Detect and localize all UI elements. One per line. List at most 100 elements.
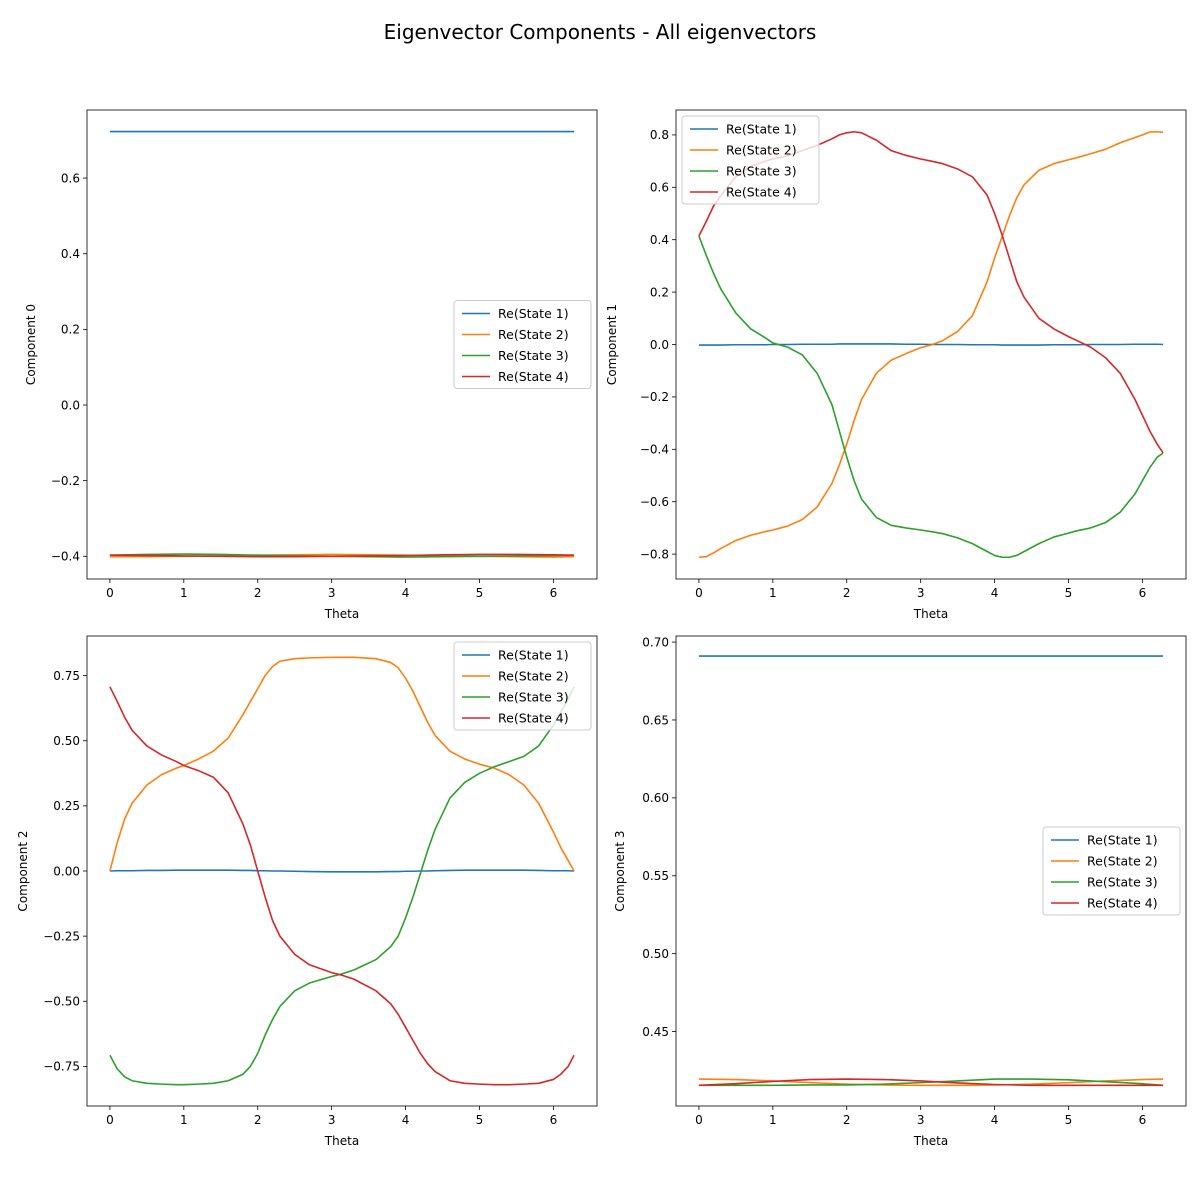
x-axis-label: Theta [324,1134,359,1148]
y-axis-label: Component 1 [605,304,619,385]
x-tick-label: 5 [476,1113,484,1127]
legend-label: Re(State 3) [498,348,569,363]
x-tick-label: 4 [402,1113,410,1127]
x-tick-label: 6 [1139,1113,1147,1127]
x-tick-label: 0 [106,1113,114,1127]
subplot-3: 0 1 2 3 4 5 6 0.45 0.50 0.55 0.60 0.65 0.70 Theta Comp… [613,635,1187,1148]
y-tick-label: −0.4 [51,550,80,564]
x-tick-label: 3 [917,586,925,600]
legend-label: Re(State 4) [498,369,569,384]
y-axis-label: Component 3 [613,830,627,911]
series-group [109,130,575,558]
y-tick-label: 0.55 [642,869,669,883]
legend-box [453,300,592,389]
legend-label: Re(State 2) [726,143,797,158]
series-line-state-4 [109,553,575,558]
y-tick-label: 0.8 [650,128,669,142]
y-tick-label: 0.6 [61,171,80,185]
legend-label: Re(State 4) [1087,896,1158,911]
subplot-2: 0 1 2 3 4 5 6 −0.75 −0.50 −0.25 0.00 0.25 0.50 0.75 Th… [16,635,598,1148]
x-tick-label: 1 [180,586,188,600]
x-tick-label: 5 [1065,586,1073,600]
figure-title: Eigenvector Components - All eigenvector… [384,20,817,44]
series-line-state-4 [698,1078,1164,1087]
legend-label: Re(State 2) [498,669,569,684]
legend: Re(State 1) Re(State 2) Re(State 3) Re(Stat… [453,641,592,731]
y-tick-label: −0.2 [51,474,80,488]
y-axis-label: Component 2 [16,830,30,911]
x-tick-label: 2 [843,586,851,600]
x-tick-label: 5 [1065,1113,1073,1127]
legend-label: Re(State 3) [1087,875,1158,890]
x-tick-label: 6 [1139,586,1147,600]
y-tick-label: 0.50 [642,947,669,961]
y-tick-label: −0.6 [640,495,669,509]
y-tick-label: −0.8 [640,547,669,561]
legend-label: Re(State 2) [498,327,569,342]
x-tick-label: 0 [106,586,114,600]
y-tick-label: 0.6 [650,181,669,195]
y-axis-label: Component 0 [24,304,38,385]
legend-label: Re(State 4) [498,711,569,726]
legend: Re(State 1) Re(State 2) Re(State 3) Re(Stat… [1042,826,1181,916]
subplot-1: 0 1 2 3 4 5 6 −0.8 −0.6 −0.4 −0.2 0.0 0.2 0.4 0.6 0.8 Th… [605,109,1187,621]
series-group [698,655,1164,1087]
y-tick-label: −0.75 [43,1060,80,1074]
series-line-state-3 [109,686,575,1086]
y-tick-label: 0.25 [53,799,80,813]
x-tick-label: 2 [843,1113,851,1127]
x-tick-label: 6 [550,586,558,600]
axes-frame [86,109,598,580]
legend: Re(State 1) Re(State 2) Re(State 3) Re(Stat… [681,115,820,205]
legend-label: Re(State 1) [498,648,569,663]
y-tick-label: −0.50 [43,995,80,1009]
y-tick-label: 0.2 [61,323,80,337]
series-line-state-2 [109,656,575,872]
legend-box [1042,826,1181,916]
legend-label: Re(State 1) [498,306,569,321]
x-tick-label: 6 [550,1113,558,1127]
legend-label: Re(State 1) [1087,833,1158,848]
y-tick-label: 0.50 [53,734,80,748]
series-line-state-4 [109,686,575,1086]
x-axis-label: Theta [913,1134,948,1148]
legend-label: Re(State 3) [498,690,569,705]
y-tick-label: 0.75 [53,669,80,683]
y-tick-label: 0.70 [642,635,669,649]
legend-label: Re(State 4) [726,185,797,200]
series-line-state-3 [698,235,1164,559]
y-tick-label: 0.4 [61,247,80,261]
legend-box [681,115,820,205]
y-tick-label: 0.60 [642,791,669,805]
y-tick-label: 0.0 [650,338,669,352]
legend-label: Re(State 2) [1087,854,1158,869]
x-tick-label: 1 [769,586,777,600]
series-line-state-1 [109,869,575,873]
x-tick-label: 0 [695,586,703,600]
legend-label: Re(State 1) [726,122,797,137]
x-tick-label: 4 [402,586,410,600]
y-tick-label: 0.00 [53,864,80,878]
y-tick-label: 0.4 [650,233,669,247]
x-tick-label: 2 [254,1113,262,1127]
x-tick-label: 1 [769,1113,777,1127]
x-tick-label: 0 [695,1113,703,1127]
x-tick-label: 3 [917,1113,925,1127]
series-line-state-2 [698,130,1164,559]
x-tick-label: 5 [476,586,484,600]
subplot-0: 0 1 2 3 4 5 6 −0.4 −0.2 0.0 0.2 0.4 0.6 Theta Componen… [24,109,598,621]
y-tick-label: −0.4 [640,443,669,457]
series-group [109,656,575,1086]
axes-frame [675,635,1187,1107]
y-tick-label: −0.2 [640,390,669,404]
y-tick-label: 0.65 [642,713,669,727]
y-tick-label: 0.45 [642,1025,669,1039]
x-tick-label: 4 [991,586,999,600]
x-axis-label: Theta [324,607,359,621]
x-tick-label: 2 [254,586,262,600]
series-line-state-1 [698,343,1164,346]
legend-label: Re(State 3) [726,164,797,179]
x-tick-label: 3 [328,586,336,600]
